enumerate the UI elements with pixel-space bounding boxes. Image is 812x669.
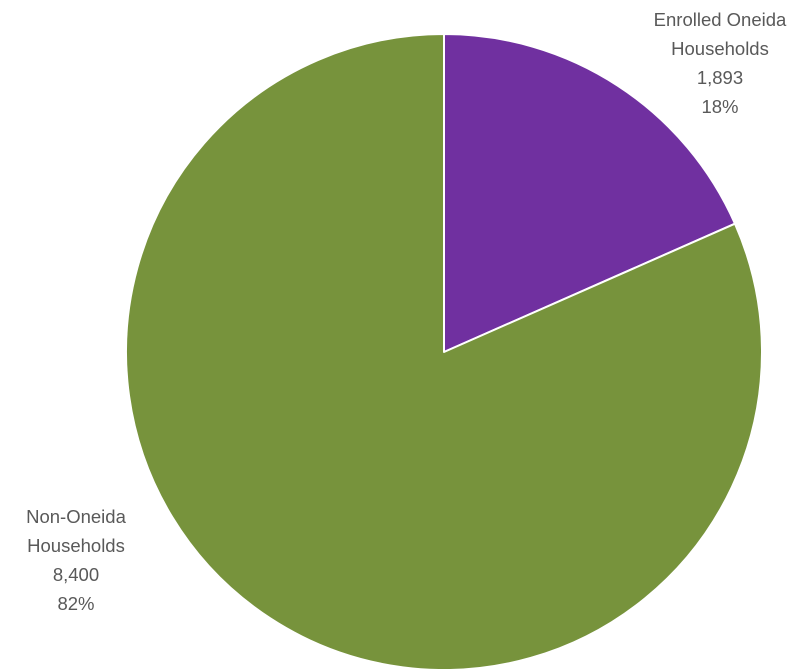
pie-slice-enrolled-oneida — [443, 33, 736, 353]
pie-data-labels: Enrolled Oneida Households 1,893 18% Non… — [26, 9, 787, 614]
slice-label-enrolled-line2: Households — [671, 38, 769, 59]
pie-slices — [125, 33, 764, 669]
slice-percent-non-oneida: 82% — [57, 593, 94, 614]
slice-label-enrolled-line1: Enrolled Oneida — [654, 9, 787, 30]
pie-slice-non-oneida — [125, 33, 764, 669]
slice-label-non-oneida-line2: Households — [27, 535, 125, 556]
slice-value-non-oneida: 8,400 — [53, 564, 99, 585]
slice-percent-enrolled: 18% — [701, 96, 738, 117]
slice-label-non-oneida-line1: Non-Oneida — [26, 506, 126, 527]
slice-value-enrolled: 1,893 — [697, 67, 743, 88]
